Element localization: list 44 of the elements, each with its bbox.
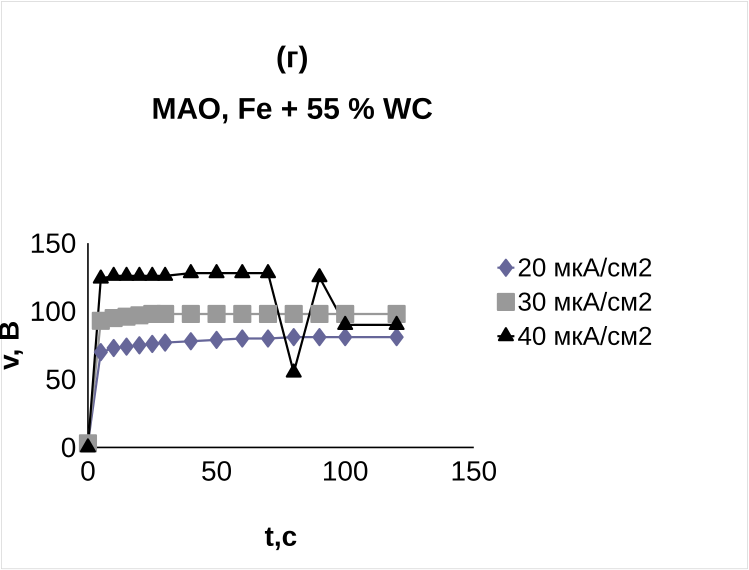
x-tick-label: 100 [324, 460, 368, 481]
point [234, 264, 250, 278]
y-tick-label: 50 [46, 369, 76, 390]
point [118, 266, 135, 281]
point [310, 304, 329, 323]
point [258, 304, 278, 323]
point [156, 304, 174, 323]
legend-label: 30 мкА/см2 [518, 292, 652, 311]
point [182, 264, 199, 278]
point [207, 304, 226, 323]
point [182, 304, 200, 323]
point [94, 342, 108, 362]
point [157, 266, 174, 281]
point [184, 332, 198, 350]
point [132, 336, 146, 354]
point [284, 304, 303, 323]
point [260, 329, 276, 348]
point [144, 266, 160, 281]
point [209, 330, 224, 349]
point [131, 266, 148, 281]
x-tick-label: 150 [452, 460, 496, 481]
point [260, 264, 276, 278]
point [311, 268, 328, 282]
point [92, 269, 109, 284]
point [208, 264, 225, 278]
legend-label: 20 мкА/см2 [518, 257, 652, 276]
y-tick-label: 0 [62, 437, 76, 458]
point [119, 337, 134, 356]
point [158, 333, 172, 352]
x-tick-label: 0 [81, 460, 95, 481]
y-tick-label: 100 [32, 301, 76, 322]
point [286, 328, 301, 346]
y-tick-label: 150 [32, 233, 76, 253]
chart-subtitle: МАО, Fe + 55 % WC [154, 98, 432, 124]
point [312, 328, 327, 346]
point [145, 334, 160, 353]
x-axis-title: t,c [264, 527, 296, 550]
chart-title: (г) [278, 46, 307, 74]
point [233, 304, 252, 323]
point [106, 266, 122, 281]
legend-label: 40 мкА/см2 [518, 326, 652, 345]
point [235, 329, 250, 348]
point [106, 338, 121, 357]
x-tick-label: 50 [202, 460, 231, 481]
